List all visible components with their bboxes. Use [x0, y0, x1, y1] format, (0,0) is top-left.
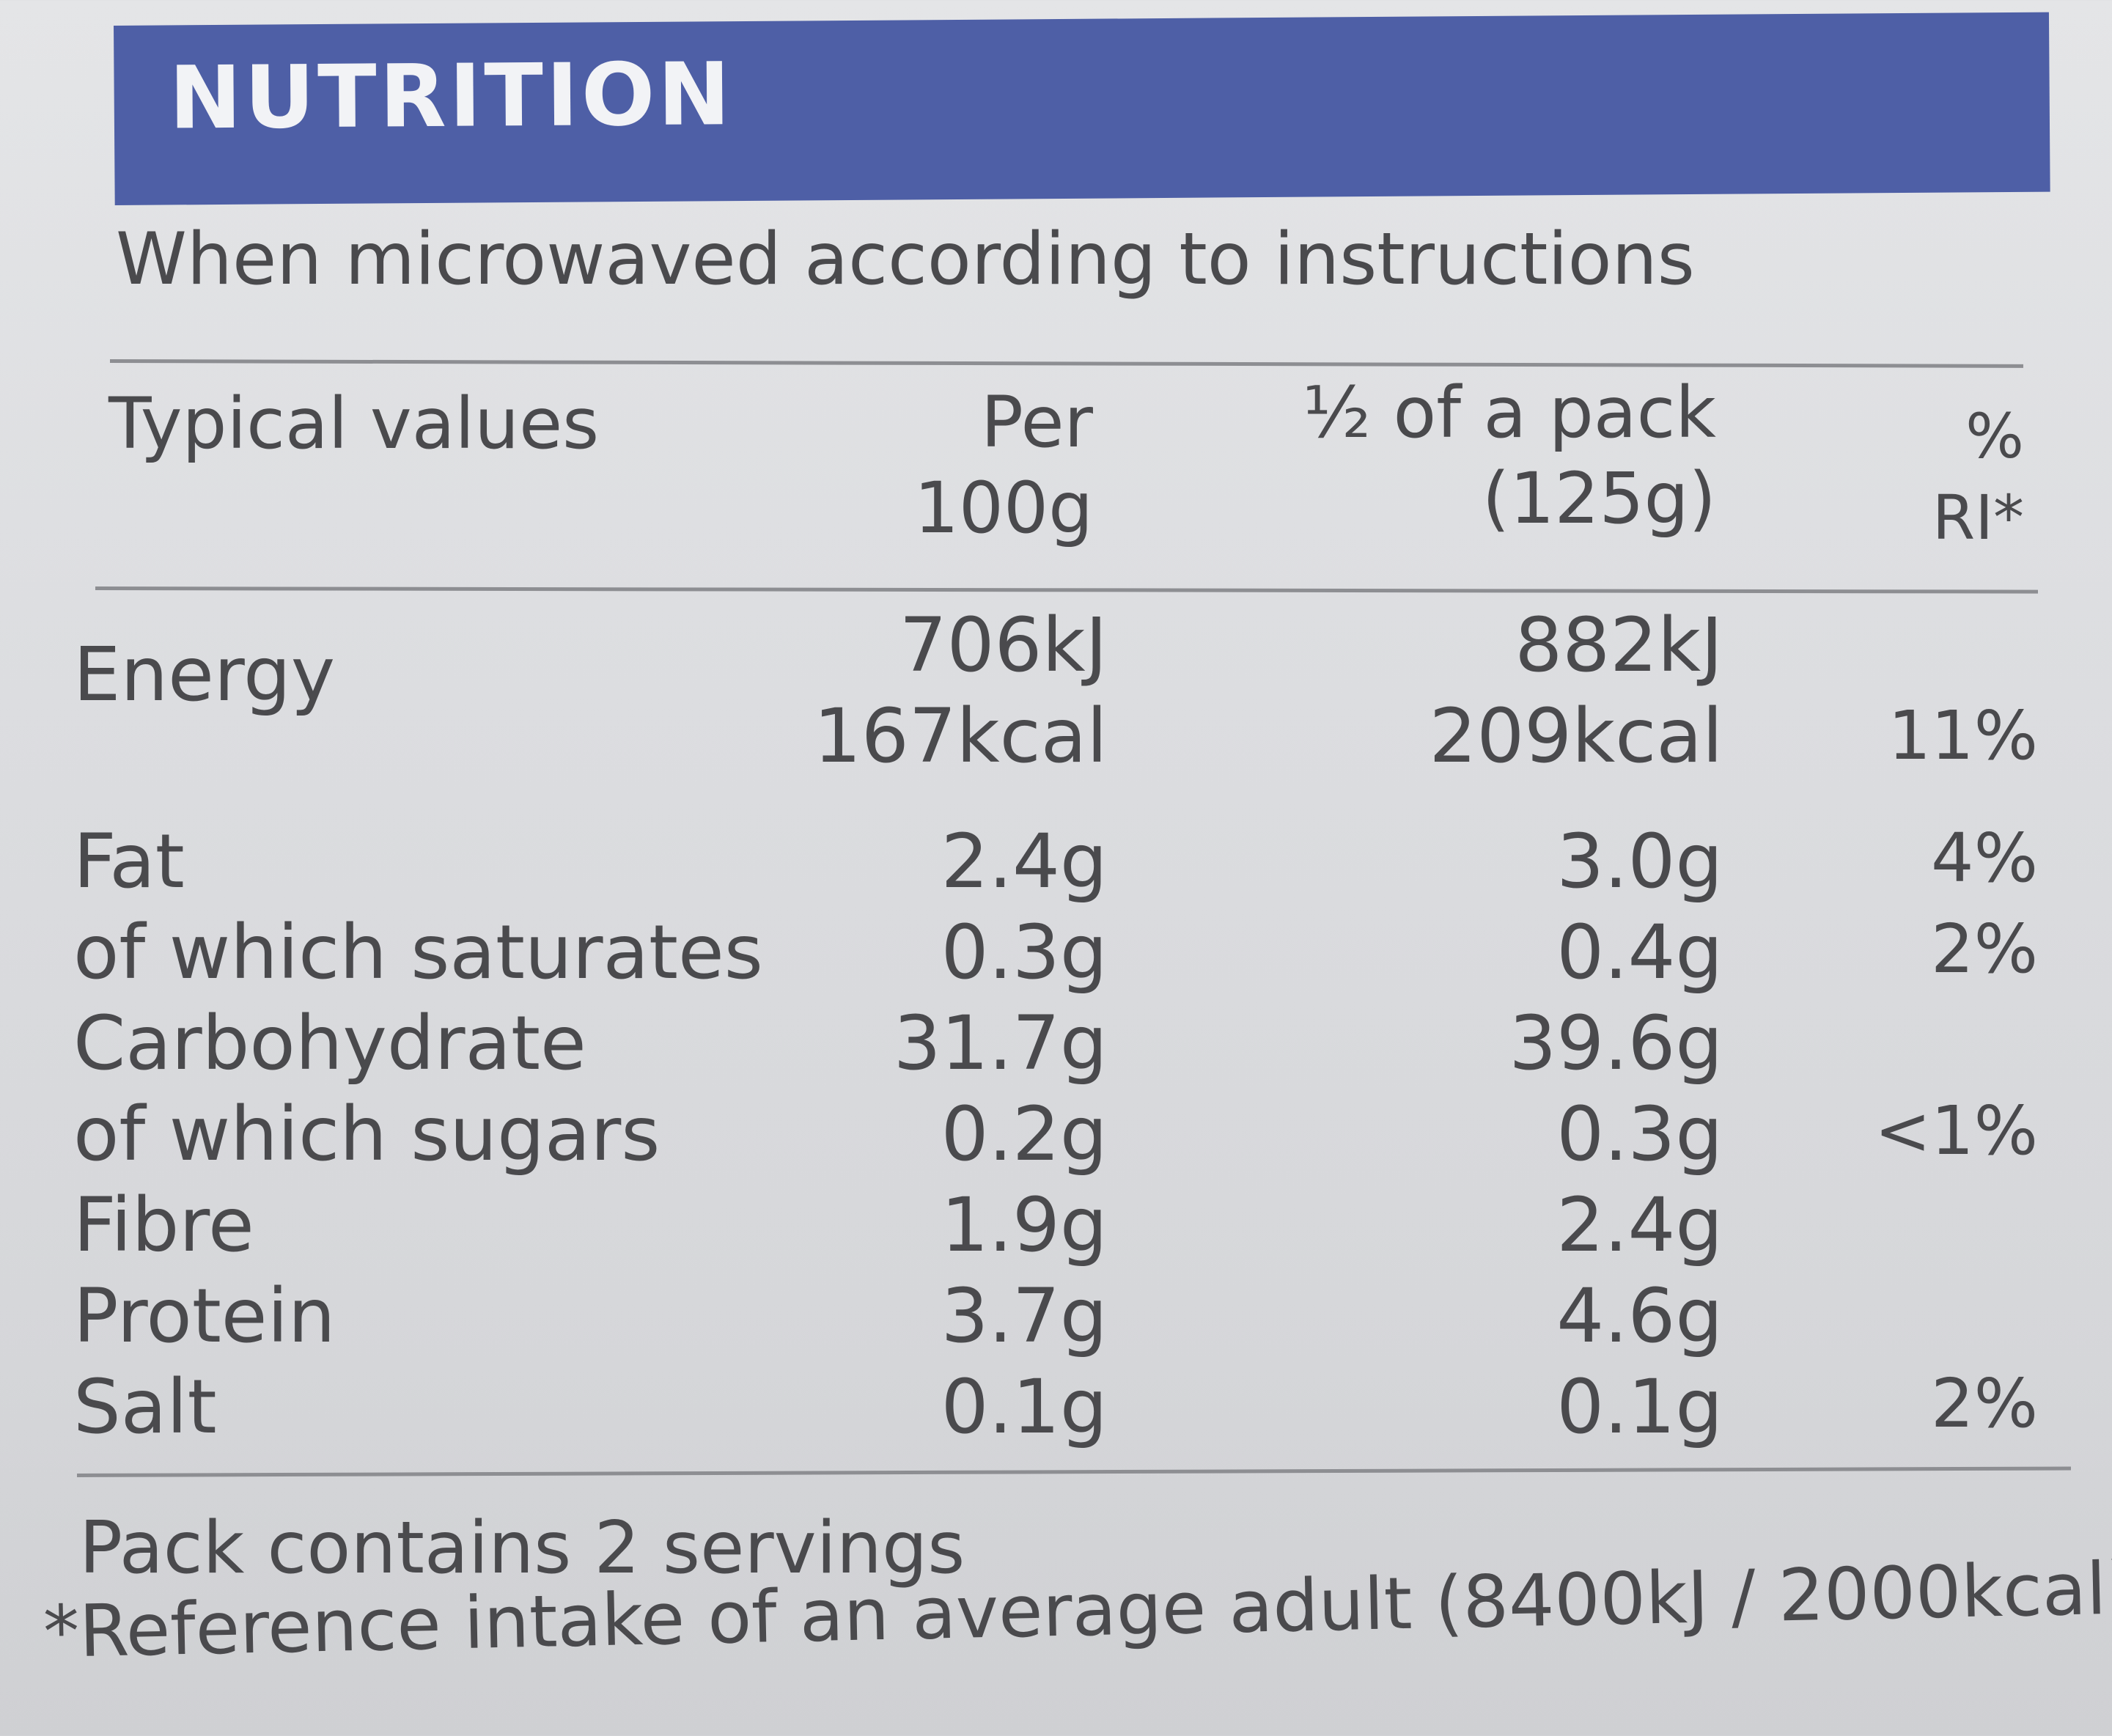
nutrition-title: NUTRITION: [169, 43, 734, 149]
nutrient-name: Energy: [73, 631, 336, 718]
ri-value: 11%: [1723, 608, 2038, 825]
per100-value: 0.2g: [941, 1091, 1108, 1178]
serving-value: 0.3g: [1556, 1091, 1723, 1178]
nutrition-table: Energy 706kJ 167kcal 882kJ 209kcal 11% F…: [73, 608, 2038, 1461]
serving-value: 0.1g: [1556, 1364, 1723, 1451]
ri-value: [1723, 1188, 2038, 1279]
ri-energy: 11%: [1888, 696, 2038, 775]
serving-value: 882kJ 209kcal: [1108, 608, 1723, 825]
per100-kj: 706kJ: [899, 602, 1108, 689]
preparation-note: When microwaved according to instruction…: [116, 218, 1695, 301]
column-header-ri: % RI*: [1932, 396, 2024, 559]
serving-value: 2.4g: [1556, 1182, 1723, 1269]
table-row-fibre: Fibre 1.9g 2.4g: [73, 1188, 2038, 1279]
ri-value: 4%: [1931, 819, 2038, 897]
table-row-sugars: of which sugars 0.2g 0.3g <1%: [73, 1097, 2038, 1188]
per100-kcal: 167kcal: [813, 693, 1108, 780]
nutrition-header-band: NUTRITION: [114, 12, 2050, 205]
table-row-carbohydrate: Carbohydrate 31.7g 39.6g: [73, 1007, 2038, 1097]
per100-value: 3.7g: [941, 1273, 1108, 1360]
column-header-per-100g-line2: 100g: [913, 467, 1093, 550]
column-header-per-100g: Per 100g: [914, 380, 1093, 551]
serving-kcal: 209kcal: [1429, 693, 1723, 780]
column-header-half-pack-line2: (125g): [1482, 457, 1716, 540]
divider-top: [109, 359, 2023, 368]
serving-value: 39.6g: [1509, 1000, 1723, 1087]
nutrient-name: Carbohydrate: [73, 1000, 586, 1087]
ri-value: <1%: [1874, 1092, 2038, 1170]
ri-value: [1723, 1279, 2038, 1370]
table-row-protein: Protein 3.7g 4.6g: [73, 1279, 2038, 1370]
column-header-half-pack: ½ of a pack (125g): [1303, 370, 1716, 542]
column-header-half-pack-line1: ½ of a pack: [1302, 372, 1716, 454]
serving-value: 0.4g: [1556, 909, 1723, 996]
column-header-typical-values: Typical values: [108, 383, 600, 465]
per100-value: 706kJ 167kcal: [814, 608, 1108, 825]
divider-bottom: [77, 1466, 2072, 1477]
column-header-ri-line1: %: [1965, 400, 2024, 472]
per100-value: 0.3g: [941, 909, 1108, 996]
divider-header: [95, 586, 2038, 594]
table-row-energy: Energy 706kJ 167kcal 882kJ 209kcal 11%: [73, 608, 2038, 825]
nutrient-name: Fat: [73, 818, 185, 905]
serving-kj: 882kJ: [1515, 602, 1723, 689]
nutrient-name: of which saturates: [73, 909, 763, 996]
per100-value: 1.9g: [941, 1182, 1108, 1269]
nutrient-name: Protein: [73, 1273, 336, 1360]
per100-value: 2.4g: [941, 818, 1108, 905]
column-header-per-100g-line1: Per: [981, 381, 1093, 463]
table-row-fat: Fat 2.4g 3.0g 4%: [73, 825, 2038, 916]
ri-value: [1723, 1007, 2038, 1097]
per100-value: 0.1g: [941, 1364, 1108, 1451]
per100-value: 31.7g: [893, 1000, 1108, 1087]
serving-value: 4.6g: [1556, 1273, 1723, 1360]
servings-note: Pack contains 2 servings: [79, 1507, 965, 1590]
ri-value: 2%: [1931, 1364, 2038, 1443]
ri-value: 2%: [1931, 910, 2038, 988]
serving-value: 3.0g: [1556, 818, 1723, 905]
table-row-saturates: of which saturates 0.3g 0.4g 2%: [73, 916, 2038, 1007]
nutrient-name: Fibre: [73, 1182, 254, 1269]
table-row-salt: Salt 0.1g 0.1g 2%: [73, 1370, 2038, 1461]
nutrient-name: Salt: [73, 1364, 217, 1451]
nutrient-name: of which sugars: [73, 1091, 661, 1178]
column-header-ri-line2: RI*: [1932, 481, 2024, 553]
